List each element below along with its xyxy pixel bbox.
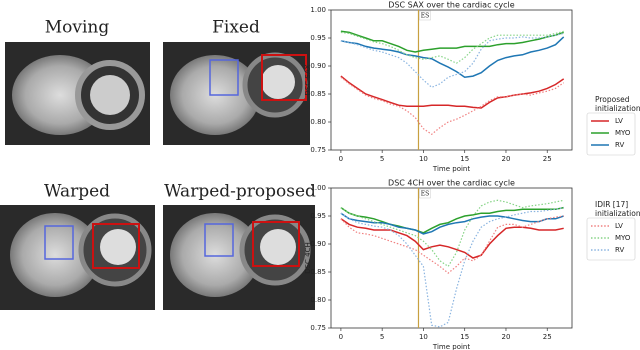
series-line: [340, 32, 564, 88]
legend-title: initialization: [595, 104, 640, 113]
legend-label: MYO: [615, 129, 631, 137]
series-line: [340, 36, 565, 78]
series-line: [340, 75, 565, 109]
legend-label: RV: [615, 246, 624, 254]
y-tick-label: 0.75: [310, 324, 326, 332]
series-line: [340, 199, 564, 268]
lv-box: [261, 54, 307, 101]
x-tick-label: 15: [460, 155, 469, 163]
cavity: [100, 229, 136, 265]
x-tick-label: 20: [502, 333, 511, 341]
x-tick-label: 0: [339, 155, 343, 163]
x-tick-label: 5: [380, 333, 384, 341]
y-tick-label: 0.95: [310, 212, 326, 220]
x-tick-label: 10: [419, 155, 428, 163]
y-tick-label: 0.80: [310, 118, 326, 126]
panel-label: Moving: [45, 18, 110, 38]
series-line: [340, 30, 564, 64]
y-tick-label: 0.80: [310, 296, 326, 304]
panel-label: Fixed: [212, 18, 260, 38]
series-line: [340, 218, 564, 259]
y-tick-label: 0.85: [310, 268, 326, 276]
mri-images: [0, 42, 315, 310]
rv-box: [44, 225, 74, 260]
x-tick-label: 20: [502, 155, 511, 163]
x-tick-label: 0: [339, 333, 343, 341]
panel-label: Warped: [44, 182, 110, 202]
tissue: [10, 213, 100, 297]
y-tick-label: 0.95: [310, 34, 326, 42]
legend-label: LV: [615, 222, 623, 230]
annotation-label: ES: [421, 13, 430, 20]
legend-label: LV: [615, 117, 623, 125]
x-axis-label: Time point: [432, 343, 470, 350]
cavity: [90, 75, 130, 115]
series-line: [340, 207, 564, 328]
annotation-box: [419, 188, 431, 199]
rv-box: [204, 223, 234, 257]
y-tick-label: 1.00: [310, 6, 326, 14]
y-tick-label: 0.75: [310, 146, 326, 154]
x-tick-label: 25: [543, 333, 552, 341]
x-tick-label: 15: [460, 333, 469, 341]
lv-box: [92, 223, 140, 269]
tissue: [170, 213, 260, 297]
annotation-label: ES: [421, 191, 430, 198]
legend-title: IDIR [17]: [595, 200, 628, 209]
legend-label: RV: [615, 141, 624, 149]
plot-area: [330, 9, 573, 151]
x-tick-label: 5: [380, 155, 384, 163]
series-line: [340, 76, 565, 136]
cavity: [260, 229, 296, 265]
series-line: [340, 30, 564, 53]
y-tick-label: 0.90: [310, 62, 326, 70]
cavity: [261, 65, 295, 99]
annotation-box: [419, 10, 431, 21]
y-tick-label: 1.00: [310, 184, 326, 192]
legend-title: initialization: [595, 209, 640, 218]
panel-label: Warped-proposed: [164, 182, 316, 202]
legend-label: MYO: [615, 234, 631, 242]
rv-box: [209, 59, 239, 96]
x-axis-label: Time point: [432, 165, 470, 173]
y-tick-label: 0.90: [310, 240, 326, 248]
x-tick-label: 25: [543, 155, 552, 163]
series-line: [340, 206, 564, 234]
x-tick-label: 10: [419, 333, 428, 341]
chart-title: DSC 4CH over the cardiac cycle: [388, 179, 515, 188]
y-axis-label: DSC 4CH: [304, 242, 312, 274]
y-axis-label: DSC SAX: [304, 64, 312, 95]
legend-title: Proposed: [595, 95, 630, 104]
y-tick-label: 0.85: [310, 90, 326, 98]
lv-box: [252, 221, 300, 267]
chart-title: DSC SAX over the cardiac cycle: [388, 1, 514, 10]
